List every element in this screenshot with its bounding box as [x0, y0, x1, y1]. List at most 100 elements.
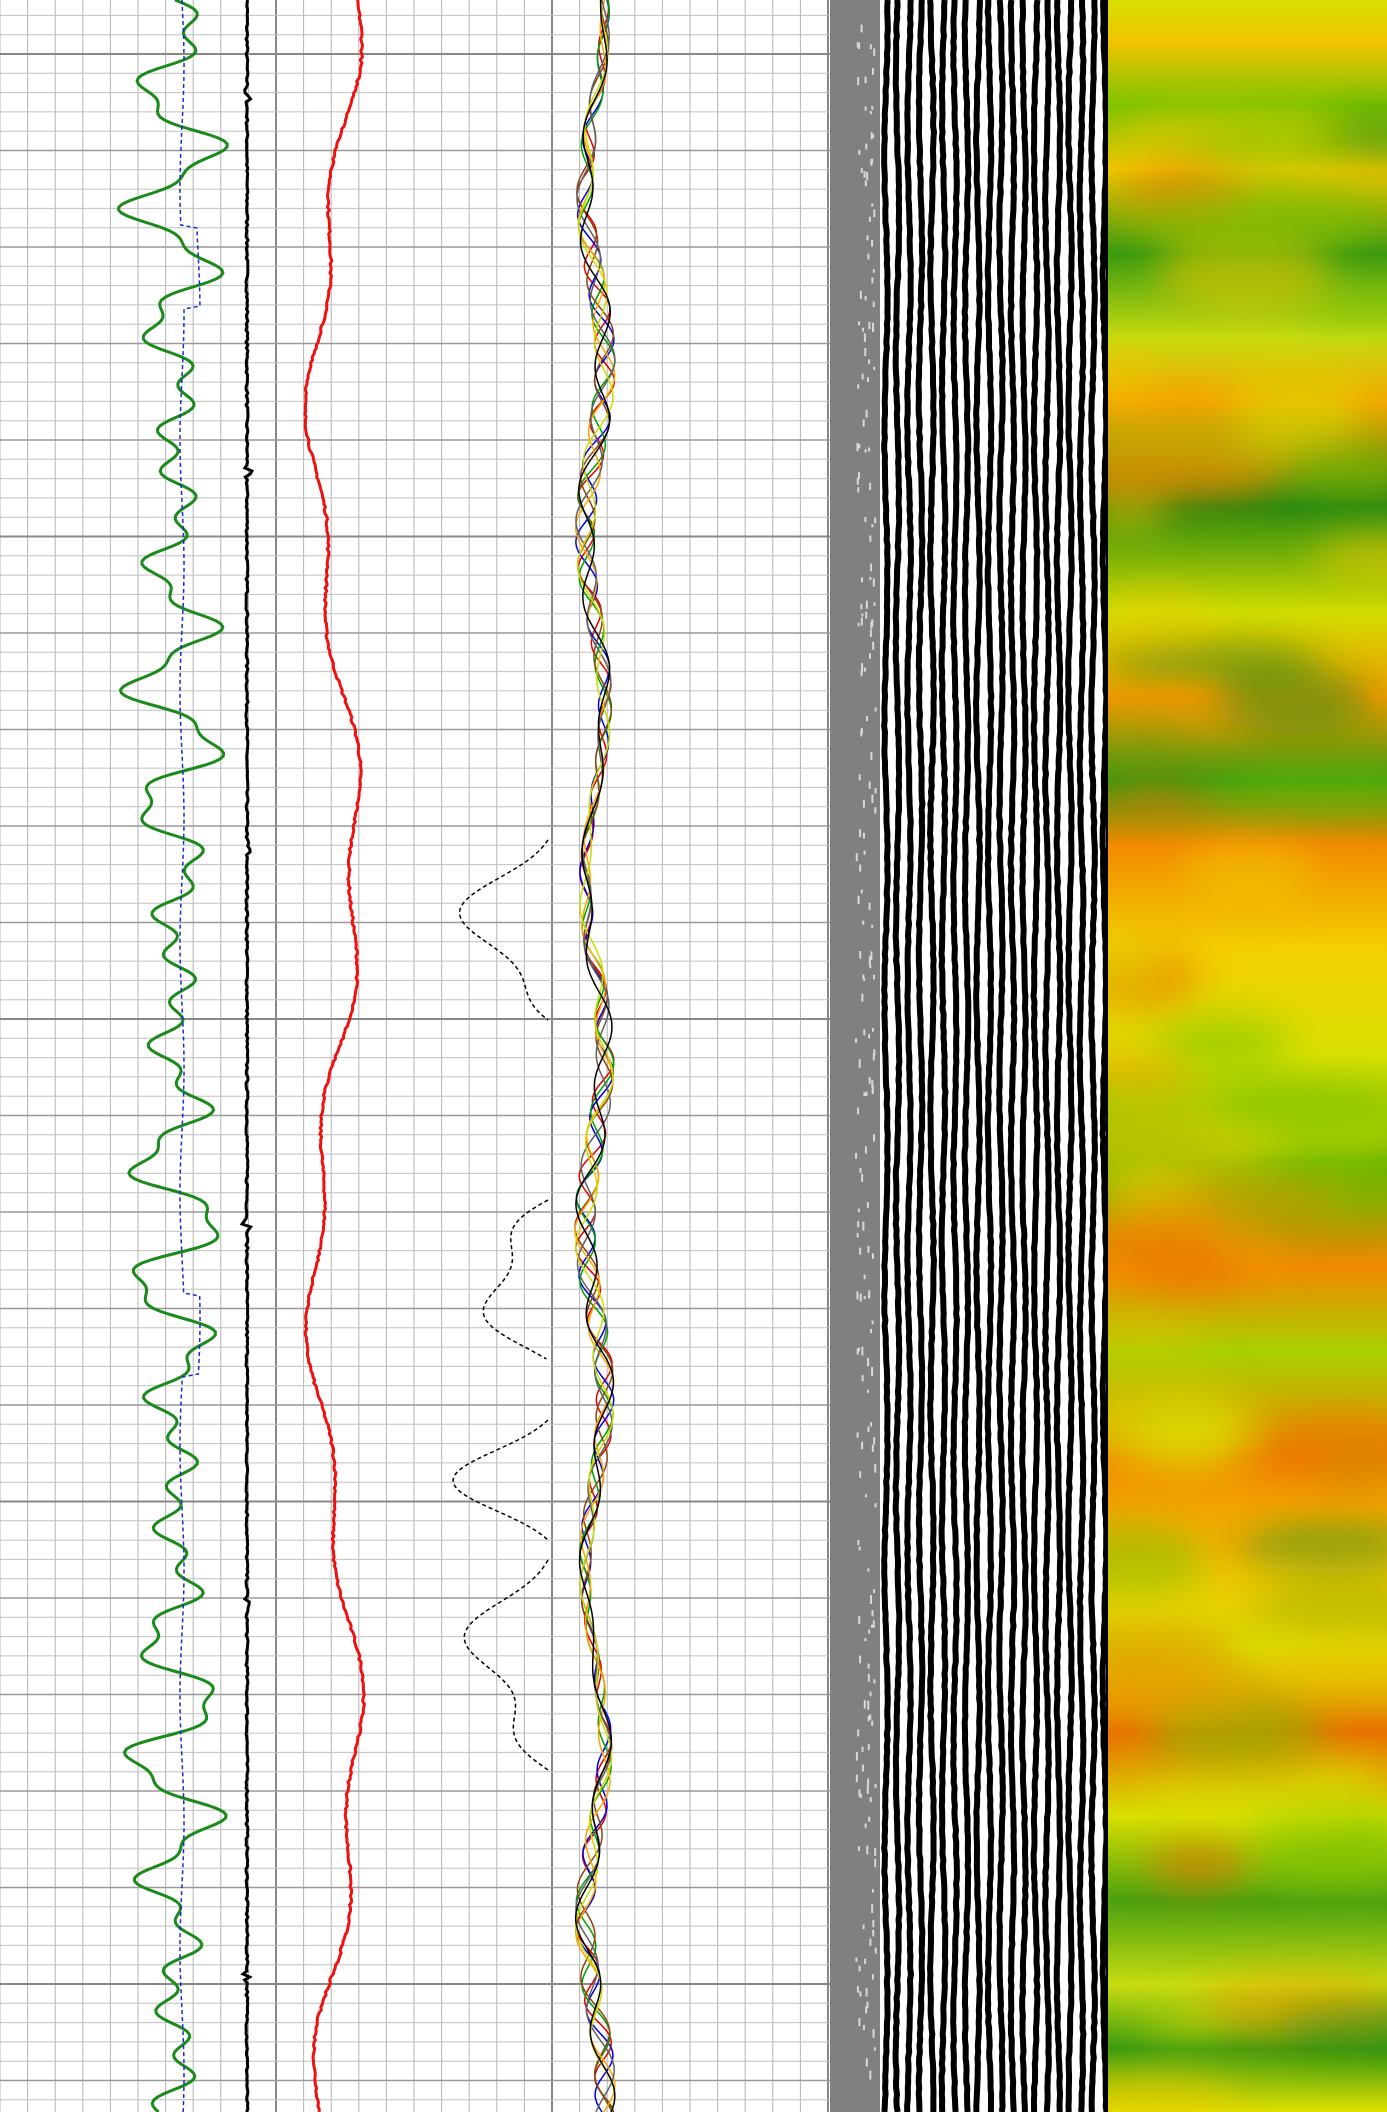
speck: [861, 1173, 864, 1182]
multi-curve: [574, 0, 616, 2112]
heat-blob: [1233, 1523, 1387, 1575]
speck: [873, 602, 876, 606]
heat-blob: [1256, 1845, 1387, 1890]
speck: [868, 321, 871, 330]
speck: [872, 301, 875, 308]
heat-blob: [1180, 121, 1350, 165]
heat-blob: [1296, 292, 1387, 326]
speck: [867, 1715, 870, 1722]
speck: [857, 77, 860, 86]
speck: [865, 143, 868, 150]
heat-blob: [1108, 1630, 1246, 1669]
seismic-trace: [1099, 0, 1110, 2112]
speck: [865, 1091, 868, 1097]
speck: [861, 1764, 864, 1772]
speck: [858, 42, 861, 50]
speck: [866, 1845, 869, 1855]
seismic-trace: [892, 0, 903, 2112]
speck: [872, 134, 875, 138]
speck: [868, 902, 871, 911]
speck: [864, 295, 867, 301]
speck: [857, 472, 860, 480]
speck: [869, 535, 872, 542]
speck: [871, 1904, 874, 1913]
heat-blob: [1108, 450, 1279, 504]
speck: [869, 44, 872, 50]
speck: [864, 1638, 867, 1642]
speck: [871, 1367, 874, 1376]
speck: [866, 1202, 869, 1209]
speck: [864, 1823, 867, 1828]
heat-blob: [1180, 842, 1317, 906]
seismic-traces: [881, 0, 1110, 2112]
seismic-trace: [1076, 0, 1087, 2112]
speck: [859, 290, 862, 300]
speck: [871, 619, 874, 627]
speck: [874, 1947, 877, 1954]
speck: [867, 253, 870, 260]
speck: [873, 974, 876, 980]
speck: [874, 1783, 877, 1788]
seismic-trace: [1053, 0, 1064, 2112]
speck: [858, 149, 861, 155]
speck: [870, 951, 873, 961]
speck: [856, 442, 859, 452]
speck: [871, 1253, 874, 1259]
speck: [857, 487, 860, 493]
speck: [857, 622, 860, 627]
speck: [867, 1663, 870, 1669]
speck: [859, 1247, 862, 1255]
speck: [862, 419, 865, 427]
gray-band: [830, 0, 880, 2112]
speck: [863, 832, 866, 839]
speck: [874, 517, 877, 524]
heat-blob: [1157, 236, 1331, 311]
speck: [856, 1986, 859, 1993]
speck: [874, 788, 877, 794]
speck: [865, 2058, 868, 2067]
heat-blob: [1108, 1524, 1211, 1595]
blue-curve: [179, 0, 201, 2112]
seismic-trace: [1030, 0, 1041, 2112]
speck: [863, 1029, 866, 1036]
multi-curve: [574, 0, 616, 2112]
speck: [855, 1774, 858, 1783]
speck: [865, 1988, 868, 1997]
speck: [867, 1673, 870, 1682]
heat-blob: [1290, 451, 1387, 491]
speck: [865, 2006, 868, 2014]
speck: [859, 1167, 862, 1173]
speck: [863, 1274, 866, 1280]
speck: [864, 1958, 867, 1965]
speck: [869, 630, 872, 637]
seismic-trace: [881, 0, 891, 2112]
seismic-trace: [972, 0, 984, 2112]
speck: [864, 1146, 867, 1154]
heat-blob: [1127, 1250, 1254, 1292]
speck: [862, 920, 865, 925]
heat-blob: [1142, 2007, 1229, 2038]
speck: [874, 1464, 877, 1473]
speck: [857, 1347, 860, 1352]
speck: [871, 68, 874, 75]
speck: [860, 617, 863, 626]
speck: [862, 974, 865, 979]
seismic-trace: [1065, 0, 1075, 2112]
speck: [860, 889, 863, 894]
heatmap-texture: [1108, 111, 1387, 2112]
speck: [871, 1610, 874, 1617]
speck: [870, 621, 873, 630]
seismic-trace: [961, 0, 972, 2112]
speck: [861, 373, 864, 380]
speck: [873, 366, 876, 370]
speck: [861, 993, 864, 1002]
heat-blob: [1212, 668, 1372, 734]
heat-blob: [1108, 784, 1212, 809]
speck: [858, 1546, 861, 1551]
seismic-trace: [903, 0, 915, 2112]
speck: [867, 1389, 870, 1393]
speck: [868, 447, 871, 452]
speck: [871, 239, 874, 247]
heat-blob: [1133, 1776, 1363, 1825]
speck: [863, 850, 866, 855]
